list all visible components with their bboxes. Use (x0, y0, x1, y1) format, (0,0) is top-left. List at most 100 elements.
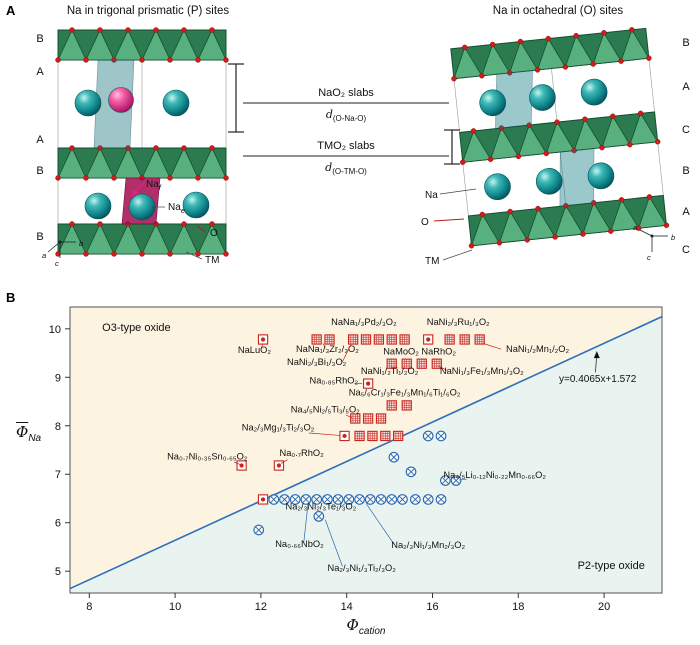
annotation-leader (303, 503, 309, 543)
left-structure-p-sites (55, 27, 229, 257)
annotation-leader (365, 503, 395, 545)
x-mark (452, 476, 460, 485)
chart-annotation: NaMoO₂ NaRhO₂ (383, 347, 456, 357)
x-mark (255, 526, 263, 534)
o-label: O (421, 217, 429, 228)
x-tick-label: 18 (512, 601, 524, 613)
chart-annotation: O3-type oxide (102, 322, 170, 334)
na-sphere (128, 193, 156, 221)
na-sphere (484, 173, 511, 201)
x-mark (345, 495, 353, 504)
x-mark (398, 495, 407, 504)
chart-annotation: NaNi₂/₃Ru₁/₃O₂ (427, 317, 490, 327)
stack-label: A (36, 134, 44, 146)
x-mark (424, 432, 432, 440)
center-dot (366, 381, 371, 386)
center-dot (426, 337, 431, 342)
x-mark (407, 468, 415, 476)
chart-annotation: y=0.4065x+1.572 (559, 374, 637, 385)
tm-label: TM (425, 256, 439, 267)
axis-indicator-left: b a c (42, 239, 83, 268)
x-mark (424, 495, 432, 504)
na-sphere (74, 89, 102, 117)
y-tick-label: 9 (55, 372, 61, 384)
right-structure-title: Na in octahedral (O) sites (493, 5, 624, 17)
x-mark (355, 495, 364, 504)
nao2-slab-bracket (228, 63, 244, 133)
chart-annotation: NaNa₁/₃Pd₂/₃O₂ (331, 317, 397, 327)
x-mark (437, 495, 445, 504)
x-tick-label: 20 (598, 601, 610, 613)
chart-annotation: Na₀.₇Ni₀.₃₅Sn₀.₆₅O₂ (167, 452, 248, 462)
tm-slab (55, 145, 229, 181)
stack-label: A (36, 66, 44, 78)
x-mark (312, 495, 321, 504)
annotation-leader (459, 478, 467, 481)
na-sphere (162, 89, 190, 117)
panel-a-structures: Na in trigonal prismatic (P) sites Na in… (36, 5, 690, 268)
annotation-leader (345, 414, 352, 418)
nao2-slabs-label: NaO₂ slabs (318, 87, 374, 99)
right-structure-o-sites (447, 25, 670, 250)
stack-label: C (682, 244, 690, 256)
y-tick-label: 10 (49, 324, 61, 336)
d-o-na-o-label: d(O-Na-O) (326, 108, 367, 123)
annotation-leader (437, 365, 448, 371)
stack-label: B (682, 37, 689, 49)
chart-annotation: NaNi₁/₂Mn₁/₂O₂ (506, 344, 569, 354)
x-tick-label: 10 (169, 601, 181, 613)
chart-annotation: P2-type oxide (578, 560, 645, 572)
y-tick-label: 7 (55, 469, 61, 481)
chart-annotation: Na₀.₈₅RhO₂ (309, 376, 358, 386)
plot-frame (69, 306, 663, 594)
x-mark (302, 495, 310, 504)
x-mark (390, 453, 398, 461)
annotation-leader (234, 461, 241, 465)
center-dot (239, 463, 244, 468)
axis-a-label: a (633, 223, 637, 232)
left-structure-title: Na in trigonal prismatic (P) sites (67, 5, 230, 17)
panel-b-label: B (6, 290, 16, 305)
right-site-annotations: Na O TM (421, 188, 477, 267)
na-label: Na (425, 190, 438, 201)
stack-label: B (36, 33, 43, 45)
chart-annotation: Na₂/₃Mg₁/₃Ti₂/₃O₂ (242, 423, 315, 433)
chart-annotation: NaNa₁/₃Zr₂/₃O₂ (296, 344, 359, 354)
x-mark (388, 495, 396, 504)
x-tick-label: 8 (86, 601, 92, 613)
o3-region (70, 307, 662, 589)
annotation-leader (322, 343, 326, 349)
annotation-leader (483, 343, 502, 350)
chart-annotation: Na₅/₆Cr₁/₃Fe₁/₃Mn₁/₆Ti₁/₆O₂ (349, 388, 461, 398)
center-slab-annotations: NaO₂ slabs d(O-Na-O) TMO₂ slabs d(O-TM-O… (243, 87, 449, 176)
naf-label: Naf (146, 179, 162, 192)
axis-c-label: c (647, 253, 651, 262)
x-mark (437, 432, 445, 440)
tm-label: TM (205, 255, 219, 266)
na-sphere (84, 192, 112, 220)
stack-label: C (682, 124, 690, 136)
stack-label: A (682, 206, 690, 218)
chart-annotation: Na₂/₃Ni₁/₃Mn₂/₃O₂ (391, 540, 465, 550)
x-mark (366, 495, 375, 504)
chart-annotation: Na₂/₃Ni₂/₃Te₁/₃O₂ (286, 502, 357, 512)
x-mark (323, 495, 332, 504)
na-sphere (479, 89, 506, 117)
y-tick-label: 8 (55, 421, 61, 433)
annotation-leader (260, 343, 264, 350)
x-mark (315, 512, 323, 521)
x-mark (334, 495, 342, 504)
x-mark (291, 495, 299, 504)
axis-indicator-right: b a c (633, 223, 675, 262)
boundary-line (69, 315, 663, 590)
chart-annotation: Na₄/₅Ni₂/₅Ti₃/₅O₂ (291, 405, 360, 415)
annotation-leader (324, 519, 343, 567)
center-dot (260, 497, 266, 502)
na-sphere (587, 162, 615, 190)
chart-annotation: Na₀.₆₆NbO₂ (275, 539, 324, 549)
axis-c-label: c (55, 259, 59, 268)
tmo2-slabs-label: TMO₂ slabs (317, 140, 375, 152)
x-mark (411, 495, 420, 504)
x-tick-label: 12 (255, 601, 267, 613)
x-tick-label: 14 (341, 601, 353, 613)
